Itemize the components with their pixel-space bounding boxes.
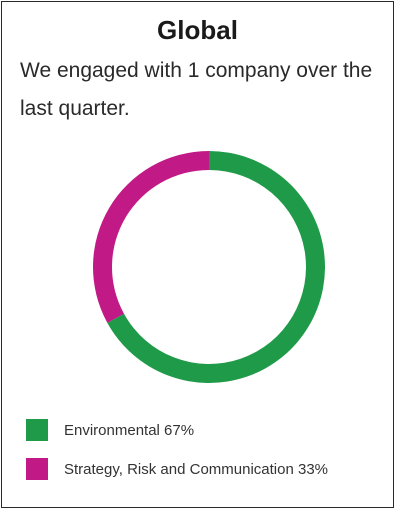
chart-title: Global	[157, 15, 238, 45]
legend-item-environmental: Environmental 67%	[26, 418, 386, 442]
chart-subtitle: We engaged with 1 company over the last …	[20, 59, 373, 120]
legend-swatch-strategy	[26, 458, 48, 480]
legend-label-strategy: Strategy, Risk and Communication 33%	[64, 460, 329, 478]
legend-item-strategy: Strategy, Risk and Communication 33%	[26, 457, 386, 481]
legend-swatch-environmental	[26, 419, 48, 441]
donut-slice-strategy-risk-and-communication	[93, 151, 209, 323]
donut-chart	[93, 151, 326, 383]
chart-legend: Environmental 67% Strategy, Risk and Com…	[26, 418, 386, 496]
legend-label-environmental: Environmental 67%	[64, 421, 195, 439]
